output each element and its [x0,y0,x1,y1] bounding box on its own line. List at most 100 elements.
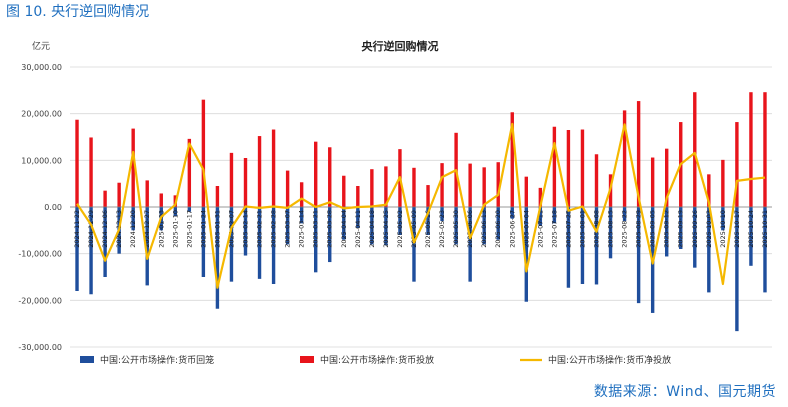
x-tick-label: 2025-07-11 [536,210,544,248]
injection-bar [328,147,332,207]
withdrawal-bar [622,207,627,221]
x-tick-label: 2025-03-07 [284,210,292,248]
x-tick-label: 2025-02-28 [270,210,278,248]
injection-bar [342,175,346,207]
x-tick-label: 2025-08-29 [635,210,643,248]
x-tick-label: 2025-07-25 [564,210,572,248]
injection-bar [299,182,304,207]
x-tick-label: 2025-03-28 [326,210,334,248]
injection-bar [145,180,149,207]
series-withdrawal-bars [75,207,767,332]
x-tick-label: 2025-06-20 [494,210,502,248]
x-tick-label: 2024-12-27 [143,210,151,248]
legend-label: 中国:公开市场操作:货币净投放 [548,354,671,366]
injection-bar [314,141,318,207]
withdrawal-bar [636,207,641,304]
withdrawal-bar [314,207,318,273]
injection-bar [117,182,121,207]
x-tick-label: 2025-04-04 [340,210,348,248]
x-tick-label: 2025-02-21 [256,210,264,248]
x-tick-label: 2025-05-16 [424,210,432,248]
withdrawal-bar [510,207,514,219]
x-tick-label: 2024-11-29 [87,210,95,248]
injection-bar [482,167,486,207]
withdrawal-bar [145,207,149,286]
injection-bar [131,128,135,207]
series-injection-bars [75,92,767,207]
withdrawal-bar [496,207,500,240]
x-tick-label: 2025-05-23 [438,210,446,248]
injection-bar [594,154,599,207]
chart-title: 央行逆回购情况 [362,39,439,53]
withdrawal-bar [257,207,262,279]
withdrawal-bar [201,207,206,277]
injection-bar [201,99,206,207]
injection-bar [538,187,543,207]
injection-bar [440,163,444,207]
withdrawal-bar [103,207,107,277]
injection-bar [187,138,192,207]
x-tick-label: 2025-10-10 [719,210,727,248]
injection-bar [384,166,388,207]
x-tick-label: 2025-04-18 [368,210,376,248]
withdrawal-bar [271,207,276,284]
injection-bar [75,119,79,207]
x-tick-label: 2025-10-17 [733,210,741,248]
x-tick-label: 2025-01-31 [213,210,221,248]
withdrawal-bar [89,207,93,295]
x-tick-label: 2025-03-21 [312,210,320,248]
y-tick-label: -20,000.00 [18,296,62,305]
x-tick-label: 2025-08-15 [607,210,615,248]
injection-bar [665,148,669,207]
x-tick-label: 2025-04-11 [354,210,362,248]
injection-bar [103,190,107,207]
withdrawal-bar [594,207,599,285]
withdrawal-bar [131,207,135,231]
injection-bar [580,129,585,207]
withdrawal-bar [384,207,388,246]
injection-bar [763,92,767,207]
x-tick-label: 2025-01-24 [199,210,207,248]
legend: 中国:公开市场操作:货币回笼 中国:公开市场操作:货币投放 中国:公开市场操作:货币… [80,354,671,366]
x-tick-label: 2025-07-18 [550,210,558,248]
x-tick-label: 2025-05-02 [396,210,404,248]
injection-bar [215,186,220,207]
figure-caption: 图 10. 央行逆回购情况 [6,4,150,20]
x-tick-label: 2025-09-26 [691,210,699,248]
withdrawal-bar [299,207,304,224]
x-tick-label: 2025-09-12 [663,210,671,248]
withdrawal-bar [566,207,571,288]
injection-bar [566,130,571,207]
withdrawal-bar [552,207,557,224]
withdrawal-bar [370,207,374,245]
x-tick-label: 2025-01-03 [157,210,165,248]
y-tick-label: 20,000.00 [21,110,62,119]
injection-bar [412,167,416,207]
x-tick-label: 2025-07-04 [522,210,530,248]
withdrawal-bar [229,207,234,282]
withdrawal-bar [187,207,192,212]
x-tick-label: 2025-10-03 [705,210,713,248]
injection-bar [271,129,276,207]
withdrawal-bar [482,207,486,245]
injection-bar [707,174,711,207]
injection-bar [650,157,655,207]
x-tick-label: 2025-05-09 [410,210,418,248]
withdrawal-bar [285,207,290,245]
x-tick-label: 2024-12-06 [101,210,109,248]
injection-bar [496,162,500,207]
x-tick-label: 2025-01-10 [171,210,179,248]
withdrawal-bar [707,207,711,293]
withdrawal-bar [173,207,177,217]
x-tick-label: 2025-10-24 [747,210,755,248]
source-note: 数据来源：Wind、国元期货 [593,384,776,400]
injection-bar [735,122,739,207]
x-tick-label: 2025-09-05 [649,210,657,248]
withdrawal-bar [243,207,248,256]
x-tick-label: 2025-08-01 [578,210,586,248]
x-tick-label: 2025-04-25 [382,210,390,248]
withdrawal-bar [763,207,767,293]
legend-label: 中国:公开市场操作:货币回笼 [100,354,214,366]
injection-bar [285,170,290,207]
